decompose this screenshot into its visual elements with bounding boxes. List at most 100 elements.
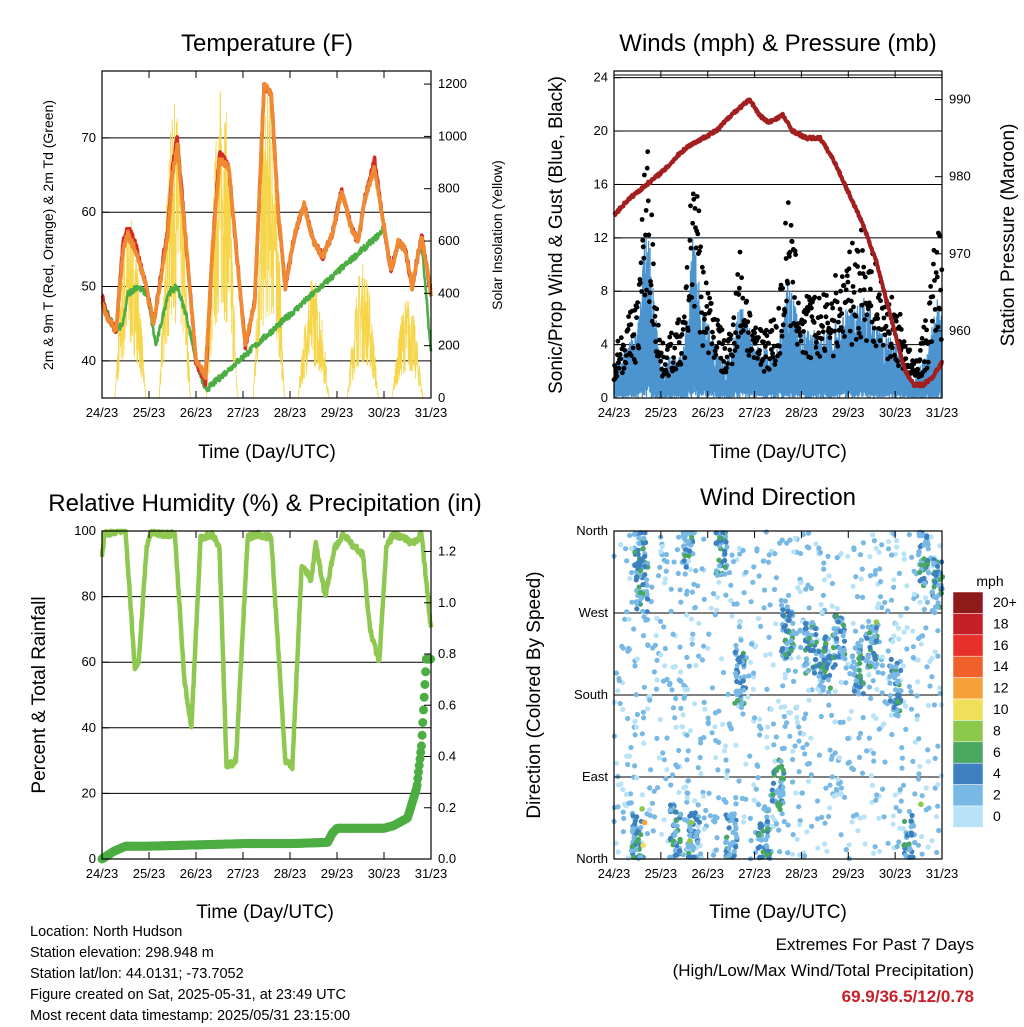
- wind-direction-point: [670, 838, 676, 844]
- gust-point: [723, 369, 729, 375]
- gust-point: [673, 366, 679, 372]
- wind-direction-point: [860, 594, 866, 600]
- gust-point: [835, 343, 841, 349]
- gust-point: [633, 360, 638, 365]
- wind-direction-point: [660, 750, 666, 756]
- gust-point: [615, 338, 621, 344]
- temperature-xtick-label: 25/23: [133, 405, 166, 420]
- wind-direction-point: [731, 848, 737, 855]
- wind-direction-point: [743, 569, 749, 575]
- wind-direction-point: [872, 656, 878, 662]
- wind-direction-point: [870, 678, 876, 684]
- wind-direction-xtick-label: 28/23: [785, 866, 818, 881]
- wind-direction-point: [678, 599, 684, 605]
- wind-direction-point: [657, 564, 663, 571]
- wind-direction-point: [734, 678, 740, 685]
- gust-point: [834, 299, 840, 305]
- wind-direction-xtick-label: 29/23: [832, 866, 865, 881]
- gust-point: [647, 299, 652, 305]
- gust-point: [929, 339, 935, 344]
- wind-direction-point: [790, 748, 796, 754]
- wind-direction-point: [891, 584, 897, 590]
- temperature-y2tick-label: 800: [438, 181, 460, 196]
- gust-point: [707, 295, 712, 301]
- wind-direction-point: [922, 595, 929, 601]
- wind-direction-point: [887, 698, 894, 704]
- gust-point: [832, 328, 837, 334]
- gust-point: [875, 316, 881, 321]
- wind-direction-point: [887, 673, 893, 680]
- humidity-xtick-label: 29/23: [321, 866, 354, 881]
- gust-point: [903, 356, 909, 361]
- temperature-ytick-label: 70: [82, 130, 96, 145]
- wind-direction-point: [688, 819, 695, 826]
- gust-point: [680, 327, 686, 332]
- gust-point: [620, 370, 625, 376]
- wind-direction-point: [780, 791, 786, 798]
- wind-direction-point: [712, 724, 718, 730]
- wind-direction-point: [696, 620, 702, 626]
- wind-direction-point: [663, 551, 670, 558]
- wind-direction-point: [662, 663, 668, 669]
- gust-point: [679, 351, 684, 356]
- wind-direction-point: [872, 844, 878, 850]
- gust-point: [708, 301, 714, 306]
- humidity-y2tick-label: 0.2: [438, 800, 456, 815]
- gust-point: [829, 301, 834, 307]
- wind-direction-point: [738, 704, 745, 711]
- gust-point: [683, 320, 688, 326]
- gust-point: [833, 290, 839, 296]
- wind-direction-point: [657, 618, 664, 625]
- wind-direction-point: [860, 540, 867, 546]
- wind-direction-point: [651, 669, 658, 675]
- wind-direction-point: [634, 656, 640, 662]
- wind-direction-point: [647, 807, 653, 813]
- gust-point: [814, 339, 819, 345]
- winds-xtick-label: 29/23: [832, 405, 865, 420]
- total-rainfall-point: [418, 718, 428, 727]
- wind-direction-point: [918, 633, 924, 639]
- wind-direction-point: [615, 849, 621, 855]
- wind-direction-point: [667, 802, 674, 808]
- wind-direction-point: [812, 657, 819, 663]
- wind-direction-point: [671, 559, 677, 565]
- wind-direction-point: [633, 724, 640, 730]
- wind-direction-point: [909, 823, 916, 829]
- wind-direction-point: [753, 643, 759, 649]
- wind-direction-point: [741, 687, 747, 693]
- gust-point: [761, 369, 767, 374]
- wind-direction-point: [751, 797, 757, 803]
- temperature-xtick-label: 26/23: [180, 405, 213, 420]
- wind-direction-point: [841, 638, 848, 644]
- wind-direction-point: [751, 564, 757, 570]
- wind-direction-point: [926, 570, 932, 576]
- gust-point: [651, 322, 657, 327]
- total-rainfall-point: [417, 730, 427, 740]
- gust-point: [787, 254, 792, 259]
- wind-direction-point: [641, 535, 647, 542]
- wind-direction-point: [915, 679, 921, 685]
- wind-direction-point: [846, 842, 852, 848]
- wind-direction-point: [714, 607, 720, 613]
- wind-direction-point: [796, 769, 802, 775]
- wind-direction-point: [860, 691, 866, 697]
- wind-direction-point: [808, 772, 815, 778]
- wind-direction-point: [757, 732, 763, 738]
- wind-direction-point: [928, 534, 934, 540]
- gust-point: [868, 286, 873, 292]
- wind-direction-point: [915, 776, 922, 782]
- wind-direction-point: [740, 711, 746, 717]
- wind-direction-point: [813, 541, 819, 547]
- wind-direction-point: [713, 540, 720, 546]
- gust-point: [737, 249, 743, 255]
- gust-point: [927, 300, 933, 306]
- wind-direction-point: [842, 794, 848, 800]
- wind-direction-point: [641, 819, 648, 826]
- wind-direction-point: [898, 667, 904, 674]
- speed-legend-label: 16: [993, 637, 1009, 653]
- gust-point: [747, 312, 753, 318]
- gust-point: [705, 290, 711, 296]
- wind-direction-point: [701, 699, 707, 706]
- wind-direction-point: [641, 740, 647, 746]
- wind-direction-point: [690, 631, 696, 637]
